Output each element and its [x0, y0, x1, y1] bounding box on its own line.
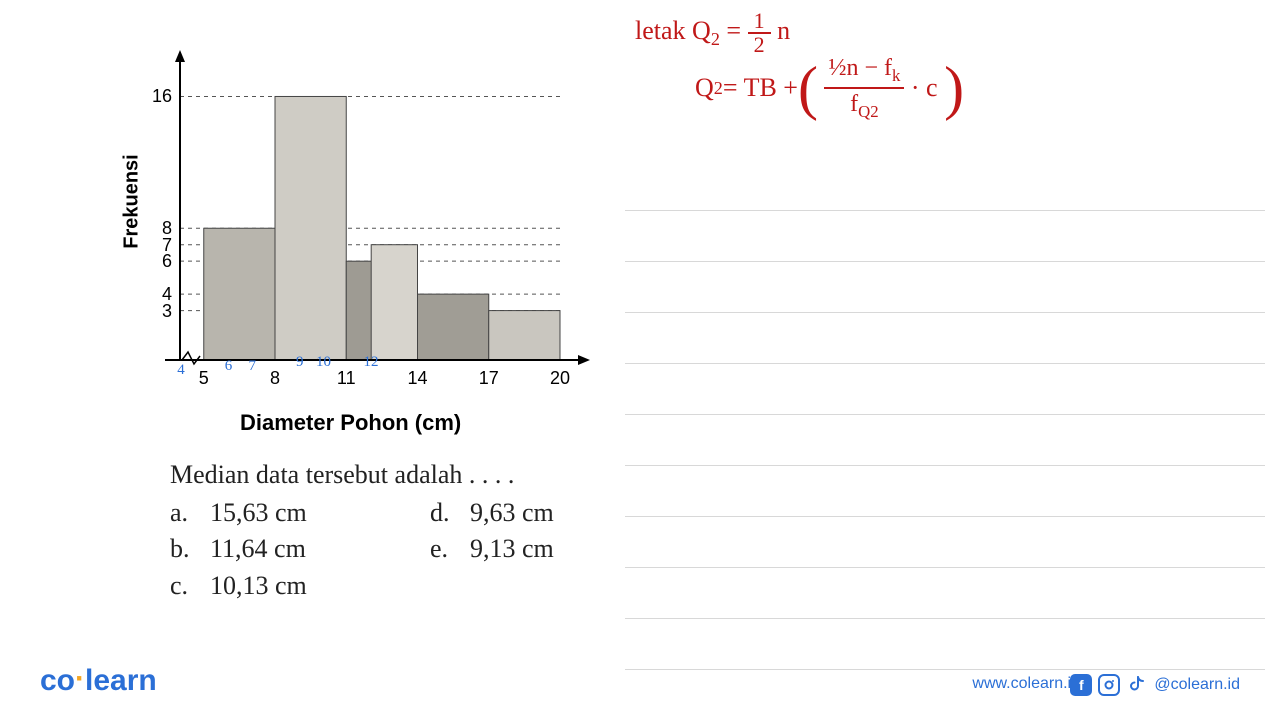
option-label-d: d.: [430, 495, 470, 531]
hw-text: · c: [911, 73, 938, 103]
hw-text: n: [771, 16, 791, 45]
hw-frac-num: ½n − fk: [824, 55, 904, 89]
histogram-chart: Frekuensi 3467816 581114172046791012 Dia…: [100, 50, 600, 430]
hw-text: letak Q: [635, 16, 711, 45]
question-stem: Median data tersebut adalah . . . .: [170, 460, 514, 490]
social-links: f @colearn.id: [1070, 674, 1240, 696]
option-label-c: c.: [170, 568, 210, 604]
left-panel: Frekuensi 3467816 581114172046791012 Dia…: [40, 30, 600, 650]
answer-options: a.15,63 cm d.9,63 cm b.11,64 cm e.9,13 c…: [170, 495, 630, 604]
facebook-icon: f: [1070, 674, 1092, 696]
option-b: 11,64 cm: [210, 534, 306, 563]
logo-dot-icon: ·: [75, 662, 85, 695]
ruled-notebook-lines: [625, 160, 1265, 670]
paren-open-icon: (: [798, 58, 818, 118]
logo-learn: learn: [85, 664, 157, 697]
option-a: 15,63 cm: [210, 498, 307, 527]
x-axis-label: Diameter Pohon (cm): [240, 410, 461, 436]
colearn-logo: co·learn: [40, 664, 157, 698]
hw-text: f: [850, 91, 858, 117]
social-handle: @colearn.id: [1154, 676, 1240, 694]
option-label-b: b.: [170, 531, 210, 567]
chart-svg: [140, 50, 600, 400]
hw-sub: 2: [711, 29, 720, 49]
hw-sub: k: [892, 66, 900, 85]
footer: co·learn www.colearn.id f @colearn.id: [0, 668, 1280, 698]
hw-frac-den: fQ2: [846, 89, 883, 121]
handwritten-formulas: letak Q2 = 12 n Q2 = TB + ( ½n − fk fQ2 …: [620, 10, 1260, 170]
option-c: 10,13 cm: [210, 571, 307, 600]
paren-close-icon: ): [944, 58, 964, 118]
hw-text: =: [720, 16, 748, 45]
formula-line-2: Q2 = TB + ( ½n − fk fQ2 · c ): [695, 55, 964, 122]
website-url: www.colearn.id: [972, 675, 1080, 693]
option-e: 9,13 cm: [470, 534, 554, 563]
logo-co: co: [40, 664, 75, 697]
formula-line-1: letak Q2 = 12 n: [635, 10, 790, 56]
hw-text: Q: [695, 73, 714, 103]
hw-text: = TB +: [723, 73, 798, 103]
hw-text: ½n − f: [828, 55, 892, 81]
option-label-e: e.: [430, 531, 470, 567]
option-d: 9,63 cm: [470, 498, 554, 527]
hw-frac-num: 1: [748, 10, 771, 34]
hw-frac-den: 2: [748, 34, 771, 56]
option-label-a: a.: [170, 495, 210, 531]
tiktok-icon: [1126, 674, 1148, 696]
instagram-icon: [1098, 674, 1120, 696]
hw-sub: Q2: [858, 102, 879, 121]
hw-sub: 2: [714, 78, 723, 99]
